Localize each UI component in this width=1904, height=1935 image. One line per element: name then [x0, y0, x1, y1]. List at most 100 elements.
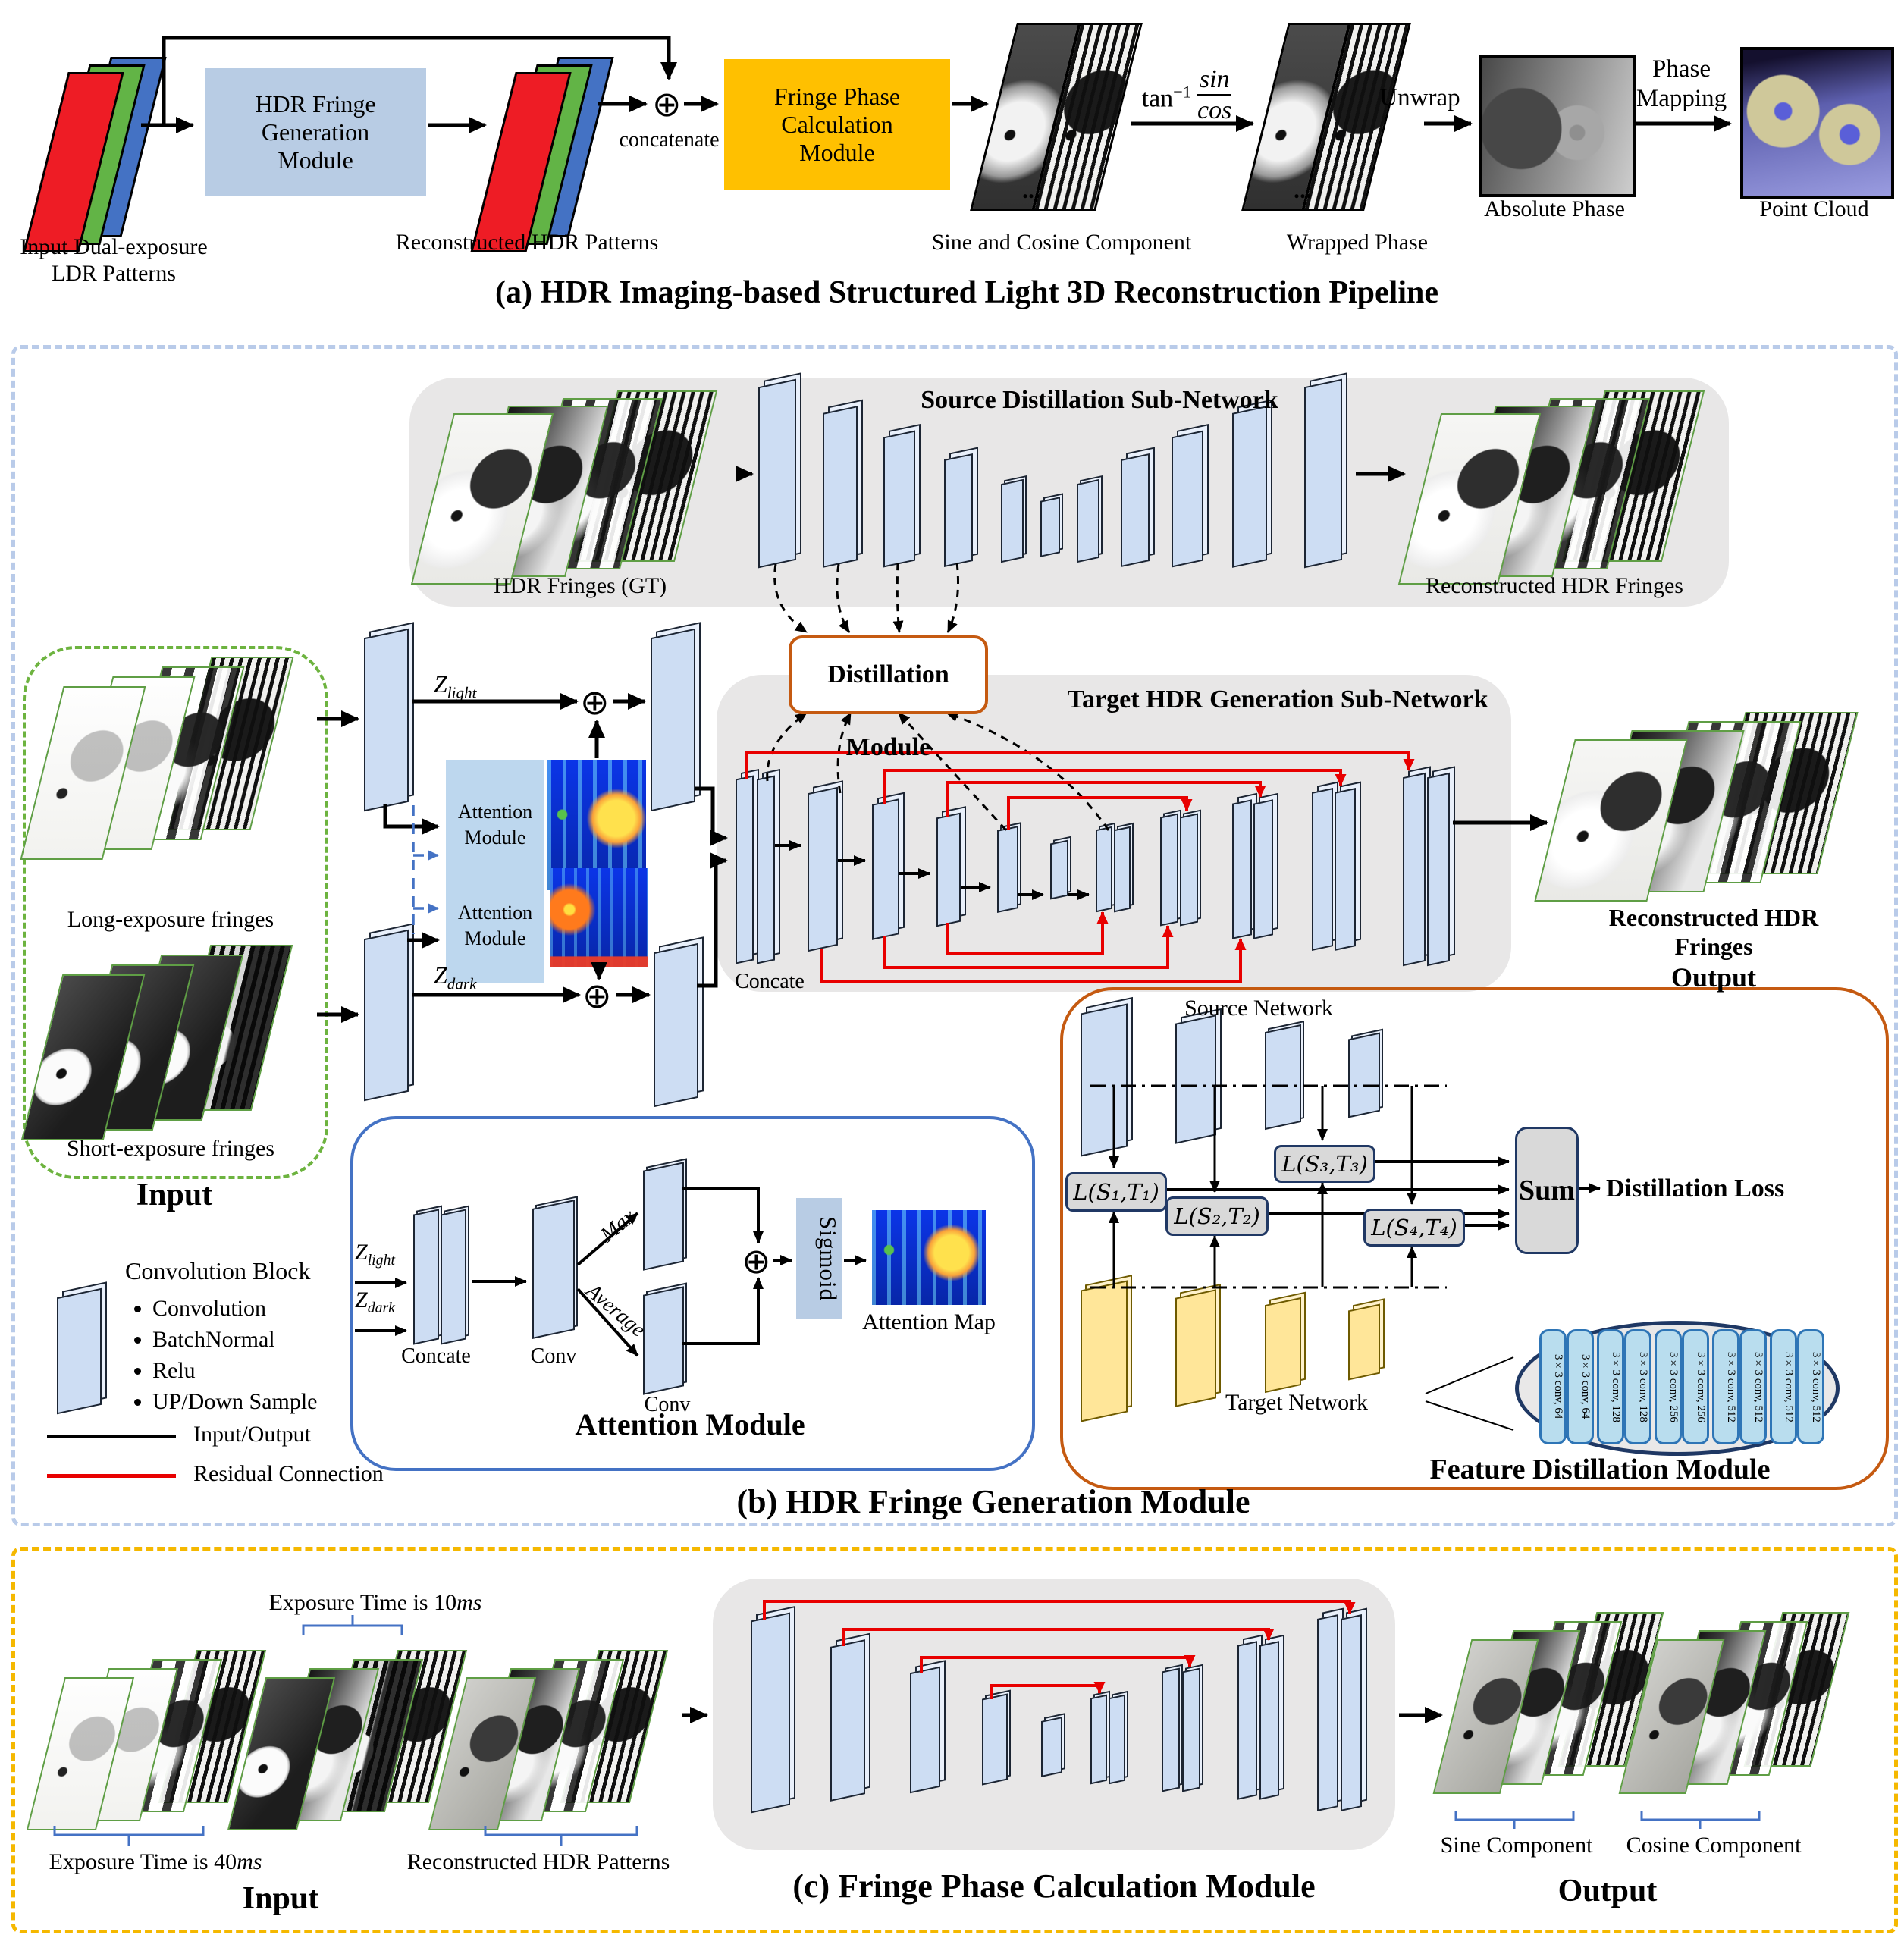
detail-map-label: Attention Map — [862, 1309, 996, 1334]
conv-pill-2: 3×3 conv, 64 — [1567, 1329, 1594, 1444]
tgt-in-b — [757, 775, 775, 964]
detail-concate-b — [441, 1209, 466, 1345]
legend-conv-block — [57, 1287, 102, 1415]
ms-unit-10: ms — [456, 1590, 482, 1615]
concatenate-plus-icon: ⊕ — [652, 83, 682, 124]
src-enc-1 — [758, 378, 796, 569]
wrapped-phase-label: Wrapped Phase — [1286, 230, 1429, 255]
detail-concate-label: Concate — [401, 1344, 471, 1368]
absolute-phase-image — [1479, 55, 1636, 197]
attention-dark-label: Attention Module — [457, 902, 533, 949]
reconstructed-hdr-patterns-label: Reconstructed HDR Patterns — [395, 230, 659, 255]
detail-conv2-label: Conv — [644, 1393, 691, 1416]
tgt-enc-1 — [808, 786, 838, 952]
exposure-10ms-label: Exposure Time is 10ms — [268, 1590, 482, 1615]
detail-attention-map — [872, 1210, 986, 1305]
cosine-component-label: Cosine Component — [1626, 1833, 1802, 1858]
exposure-40ms-label: Exposure Time is 40ms — [49, 1849, 262, 1874]
legend-residual-line — [47, 1474, 176, 1478]
feat-tgt-1 — [1081, 1280, 1128, 1422]
fused-block-dark — [654, 942, 698, 1108]
legend-io-line — [47, 1435, 176, 1438]
input-ldr-label: Input Dual-exposure LDR Patterns — [0, 234, 227, 287]
conv-block-dark — [364, 929, 409, 1102]
phase-mapping-line1: Phase — [1652, 55, 1711, 83]
src-enc-2 — [823, 406, 858, 568]
z-light-z: Z — [434, 670, 447, 698]
conv-pill-1: 3×3 conv, 64 — [1539, 1329, 1567, 1444]
hdr-fringe-generation-module-box: HDR Fringe Generation Module — [205, 68, 426, 196]
tgt-in-a — [736, 775, 754, 964]
tgt-dec-5a — [1403, 772, 1426, 967]
src-dec-3 — [1172, 430, 1203, 568]
loss-box-4: L(S₄,T₄) — [1363, 1209, 1465, 1247]
fringe-phase-calculation-module-label: Fringe Phase Calculation Module — [773, 82, 901, 166]
c-unet-3 — [910, 1666, 940, 1794]
z-light-label: Zlight — [434, 670, 532, 702]
c-unet-8a — [1237, 1641, 1257, 1800]
legend-item-convolution: Convolution — [152, 1296, 403, 1322]
legend-residual-label: Residual Connection — [193, 1461, 384, 1486]
input-label-c: Input — [242, 1881, 319, 1916]
formula-tan: tan — [1141, 84, 1174, 113]
tgt-dec-1b — [1114, 826, 1131, 913]
tgt-enc-4 — [997, 826, 1018, 913]
sum-box: Sum — [1515, 1127, 1579, 1254]
z-dark-z: Z — [434, 961, 447, 989]
source-network-label: Source Network — [1184, 996, 1333, 1021]
feat-tgt-3 — [1265, 1297, 1301, 1394]
attention-detail-title: Attention Module — [575, 1407, 805, 1441]
src-dec-2 — [1121, 453, 1150, 568]
hdr-fringes-gt-label: HDR Fringes (GT) — [493, 573, 667, 598]
c-unet-1 — [751, 1612, 790, 1814]
tgt-dec-5b — [1427, 772, 1450, 967]
loss-box-3: L(S₃,T₃) — [1274, 1145, 1375, 1183]
conv-pill-10: 3×3 conv, 512 — [1797, 1329, 1824, 1444]
c-unet-8b — [1259, 1641, 1279, 1800]
add-light-icon: ⊕ — [580, 682, 610, 723]
input-ldr-line1: Input Dual-exposure — [20, 234, 208, 259]
feat-src-1 — [1081, 1003, 1128, 1157]
detail-sigmoid-box: Sigmoid — [796, 1198, 842, 1319]
output-b-line1: Reconstructed HDR Fringes — [1608, 904, 1819, 960]
conv-pill-9: 3×3 conv, 512 — [1770, 1329, 1797, 1444]
src-enc-4 — [944, 453, 973, 568]
conv-pill-5: 3×3 conv, 256 — [1655, 1329, 1682, 1444]
attention-module-detail-box — [350, 1116, 1035, 1471]
fraction-bar — [1197, 94, 1232, 96]
point-cloud-image — [1740, 47, 1894, 199]
input-group-border — [23, 646, 328, 1179]
tgt-dec-3b — [1253, 799, 1273, 939]
legend-io-label: Input/Output — [193, 1422, 311, 1447]
sine-component-label: Sine Component — [1440, 1833, 1593, 1858]
sine-cos-ellipsis: ... — [1022, 176, 1040, 203]
output-label-b: Reconstructed HDR Fringes Output — [1570, 904, 1858, 993]
attention-module-dark-box: Attention Module — [446, 868, 544, 983]
target-subnetwork-title: Target HDR Generation Sub-Network — [1067, 685, 1488, 713]
c-unet-9a — [1317, 1614, 1338, 1811]
c-unet-5 — [1041, 1717, 1062, 1777]
legend-item-updown: UP/Down Sample — [152, 1389, 403, 1415]
sine-cosine-label: Sine and Cosine Component — [931, 230, 1192, 255]
concatenate-label: concatenate — [619, 128, 720, 152]
tgt-dec-2a — [1160, 813, 1178, 927]
c-unet-6b — [1109, 1694, 1125, 1785]
panel-c-caption: (c) Fringe Phase Calculation Module — [792, 1868, 1316, 1905]
panel-b-caption: (b) HDR Fringe Generation Module — [736, 1483, 1250, 1520]
distillation-loss-label: Distillation Loss — [1606, 1174, 1785, 1203]
unet-box-c — [713, 1579, 1395, 1850]
formula-sin: sin — [1199, 65, 1230, 93]
output-b-line2: Output — [1670, 961, 1757, 993]
detail-z-dark: Zdark — [355, 1287, 395, 1316]
detail-concate-a — [413, 1209, 439, 1345]
unwrap-label: Unwrap — [1379, 84, 1460, 111]
panel-c-border — [11, 1547, 1898, 1933]
conv-pill-3: 3×3 conv, 128 — [1597, 1329, 1624, 1444]
z-dark-sub: dark — [447, 974, 477, 993]
conv-pill-8: 3×3 conv, 512 — [1739, 1329, 1767, 1444]
panel-a-caption: (a) HDR Imaging-based Structured Light 3… — [494, 275, 1439, 310]
z-light-sub: light — [447, 683, 477, 702]
legend-list: Convolution BatchNormal Relu UP/Down Sam… — [125, 1291, 403, 1420]
c-unet-4 — [982, 1693, 1008, 1786]
